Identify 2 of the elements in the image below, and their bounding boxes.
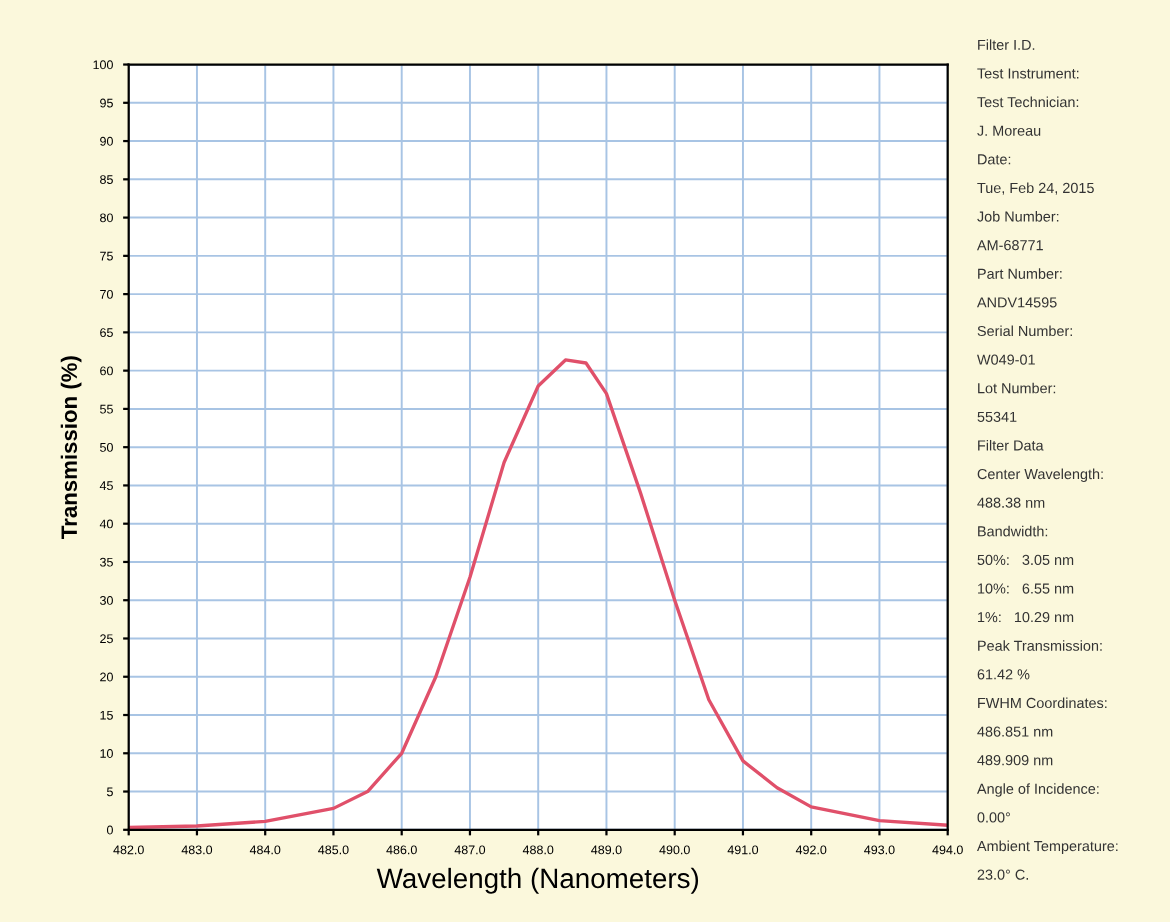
y-axis-title: Transmission (%)	[60, 356, 82, 539]
x-axis-title: Wavelength (Nanometers)	[376, 867, 699, 894]
